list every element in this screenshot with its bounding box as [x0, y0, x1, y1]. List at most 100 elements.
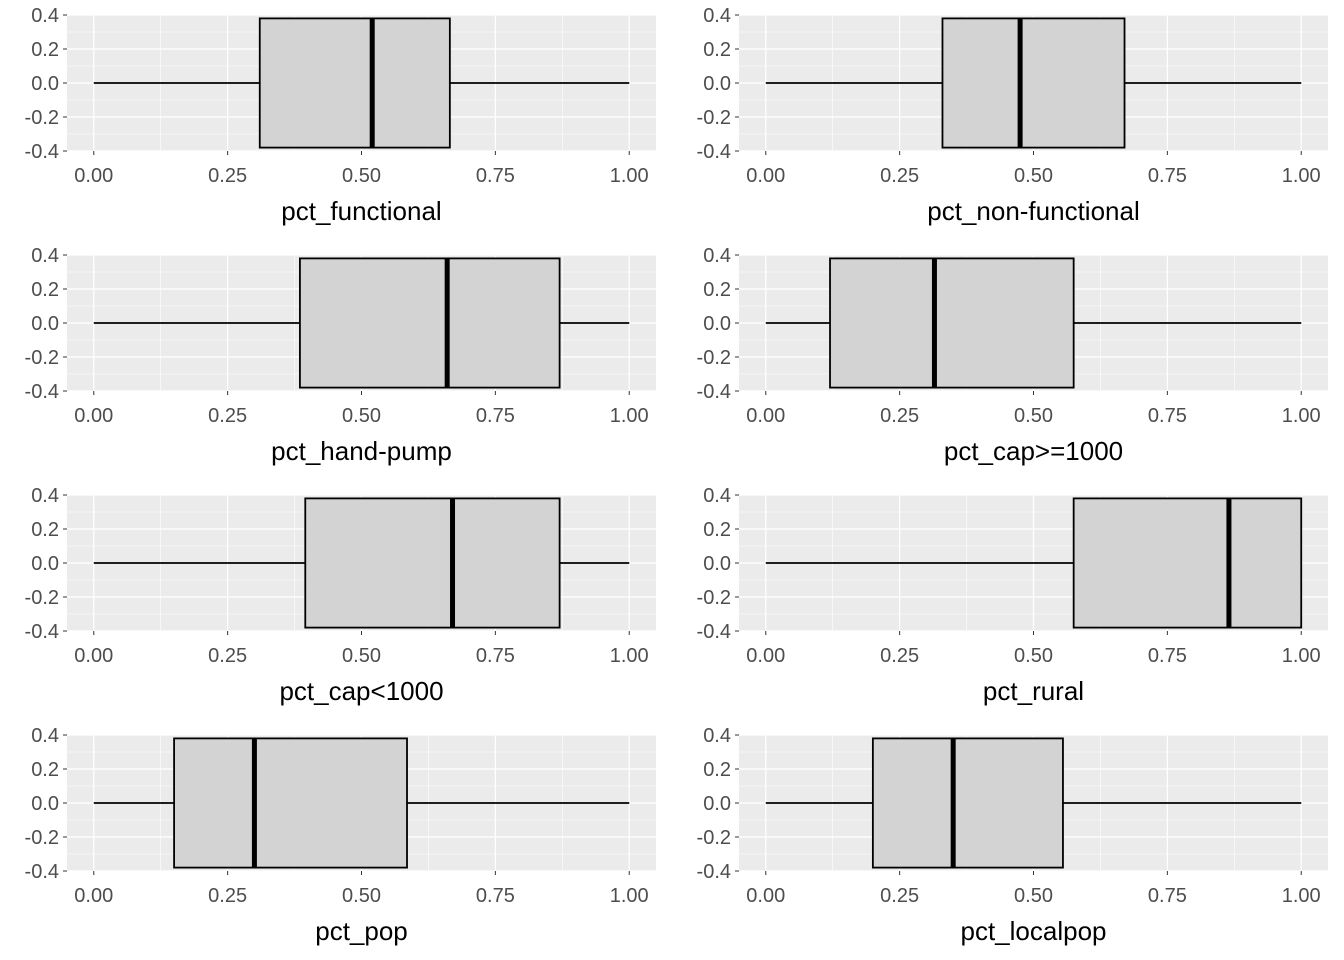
panel-0: 0.4 0.2 0.0 -0.2 -0.4 0.00 0.25 0.50 0.75 1.00 pct… — [25, 5, 656, 226]
x-axis-title: pct_non-functional — [927, 196, 1139, 226]
x-tick-label: 0.50 — [1014, 405, 1053, 427]
x-axis-title: pct_cap>=1000 — [944, 436, 1123, 466]
x-tick-label: 0.00 — [74, 405, 113, 427]
y-tick-label: -0.4 — [697, 381, 731, 403]
x-tick-label: 0.75 — [476, 165, 515, 187]
x-tick-label: 0.00 — [746, 165, 785, 187]
y-tick-label: -0.2 — [25, 347, 59, 369]
x-tick-label: 0.00 — [74, 885, 113, 907]
x-tick-label: 0.25 — [880, 405, 919, 427]
x-tick-label: 0.75 — [476, 405, 515, 427]
panel-5: 0.4 0.2 0.0 -0.2 -0.4 0.00 0.25 0.50 0.75 1.00 pct… — [697, 485, 1328, 706]
y-tick-label: 0.2 — [31, 39, 59, 61]
y-tick-label: -0.4 — [25, 621, 59, 643]
iqr-box — [1072, 497, 1303, 629]
iqr-box — [173, 737, 408, 869]
x-tick-label: 0.75 — [1148, 885, 1187, 907]
x-tick-label: 0.25 — [208, 405, 247, 427]
x-tick-label: 0.75 — [1148, 405, 1187, 427]
x-tick-label: 0.50 — [1014, 885, 1053, 907]
x-tick-label: 0.50 — [342, 645, 381, 667]
y-tick-label: 0.2 — [703, 279, 731, 301]
x-tick-label: 0.50 — [342, 405, 381, 427]
y-tick-label: 0.0 — [31, 73, 59, 95]
y-tick-label: 0.0 — [703, 313, 731, 335]
y-tick-label: -0.2 — [697, 827, 731, 849]
x-tick-label: 0.50 — [342, 885, 381, 907]
x-axis-title: pct_pop — [315, 916, 408, 946]
y-tick-label: 0.0 — [31, 313, 59, 335]
x-tick-label: 0.50 — [342, 165, 381, 187]
x-tick-label: 0.00 — [74, 165, 113, 187]
y-tick-label: -0.4 — [25, 141, 59, 163]
x-axis-title: pct_hand-pump — [271, 436, 452, 466]
x-tick-label: 0.25 — [880, 645, 919, 667]
y-tick-label: 0.4 — [703, 725, 731, 747]
y-tick-label: 0.4 — [703, 245, 731, 267]
y-tick-label: 0.0 — [31, 793, 59, 815]
y-tick-label: -0.2 — [697, 347, 731, 369]
y-tick-label: -0.2 — [697, 587, 731, 609]
y-tick-label: 0.2 — [31, 759, 59, 781]
y-tick-label: 0.0 — [703, 553, 731, 575]
iqr-box — [829, 257, 1075, 389]
x-tick-label: 0.75 — [476, 885, 515, 907]
x-tick-label: 0.00 — [74, 645, 113, 667]
x-tick-label: 0.00 — [746, 885, 785, 907]
y-tick-label: 0.4 — [31, 245, 59, 267]
x-tick-label: 0.75 — [476, 645, 515, 667]
x-tick-label: 1.00 — [610, 645, 649, 667]
y-tick-label: -0.2 — [25, 587, 59, 609]
x-axis-title: pct_localpop — [961, 916, 1107, 946]
panel-6: 0.4 0.2 0.0 -0.2 -0.4 0.00 0.25 0.50 0.75 1.00 pct… — [25, 725, 656, 946]
y-tick-label: 0.4 — [31, 5, 59, 27]
x-axis-title: pct_functional — [281, 196, 441, 226]
x-tick-label: 0.25 — [880, 885, 919, 907]
iqr-box — [299, 257, 561, 389]
y-tick-label: -0.4 — [697, 141, 731, 163]
x-tick-label: 1.00 — [610, 885, 649, 907]
panel-4: 0.4 0.2 0.0 -0.2 -0.4 0.00 0.25 0.50 0.75 1.00 pct… — [25, 485, 656, 706]
x-tick-label: 0.75 — [1148, 165, 1187, 187]
y-tick-label: 0.2 — [703, 519, 731, 541]
iqr-box — [871, 737, 1064, 869]
iqr-box — [941, 17, 1126, 149]
x-tick-label: 0.00 — [746, 645, 785, 667]
y-tick-label: 0.2 — [703, 759, 731, 781]
y-tick-label: -0.4 — [25, 381, 59, 403]
x-tick-label: 1.00 — [1282, 645, 1321, 667]
y-tick-label: 0.4 — [703, 485, 731, 507]
x-tick-label: 1.00 — [610, 165, 649, 187]
x-tick-label: 1.00 — [1282, 885, 1321, 907]
x-tick-label: 0.25 — [880, 165, 919, 187]
panel-7: 0.4 0.2 0.0 -0.2 -0.4 0.00 0.25 0.50 0.75 1.00 pct… — [697, 725, 1328, 946]
y-tick-label: -0.4 — [25, 861, 59, 883]
x-tick-label: 1.00 — [1282, 165, 1321, 187]
y-tick-label: -0.2 — [697, 107, 731, 129]
y-tick-label: 0.2 — [703, 39, 731, 61]
x-tick-label: 1.00 — [610, 405, 649, 427]
y-tick-label: 0.4 — [31, 485, 59, 507]
y-tick-label: 0.2 — [31, 519, 59, 541]
y-tick-label: -0.4 — [697, 621, 731, 643]
x-tick-label: 0.50 — [1014, 645, 1053, 667]
y-tick-label: 0.4 — [31, 725, 59, 747]
y-tick-label: 0.2 — [31, 279, 59, 301]
x-tick-label: 0.75 — [1148, 645, 1187, 667]
x-axis-title: pct_rural — [983, 676, 1084, 706]
y-tick-label: 0.0 — [703, 73, 731, 95]
x-tick-label: 0.50 — [1014, 165, 1053, 187]
x-tick-label: 1.00 — [1282, 405, 1321, 427]
y-tick-label: 0.0 — [703, 793, 731, 815]
y-tick-label: 0.4 — [703, 5, 731, 27]
y-tick-label: -0.2 — [25, 827, 59, 849]
y-tick-label: -0.4 — [697, 861, 731, 883]
panel-1: 0.4 0.2 0.0 -0.2 -0.4 0.00 0.25 0.50 0.75 1.00 pct… — [697, 5, 1328, 226]
y-tick-label: -0.2 — [25, 107, 59, 129]
x-axis-title: pct_cap<1000 — [279, 676, 443, 706]
panel-2: 0.4 0.2 0.0 -0.2 -0.4 0.00 0.25 0.50 0.75 1.00 pct… — [25, 245, 656, 466]
panels-group: 0.4 0.2 0.0 -0.2 -0.4 0.00 0.25 0.50 0.75 1.00 pct… — [25, 5, 1328, 946]
y-tick-label: 0.0 — [31, 553, 59, 575]
x-tick-label: 0.25 — [208, 165, 247, 187]
panel-3: 0.4 0.2 0.0 -0.2 -0.4 0.00 0.25 0.50 0.75 1.00 pct… — [697, 245, 1328, 466]
